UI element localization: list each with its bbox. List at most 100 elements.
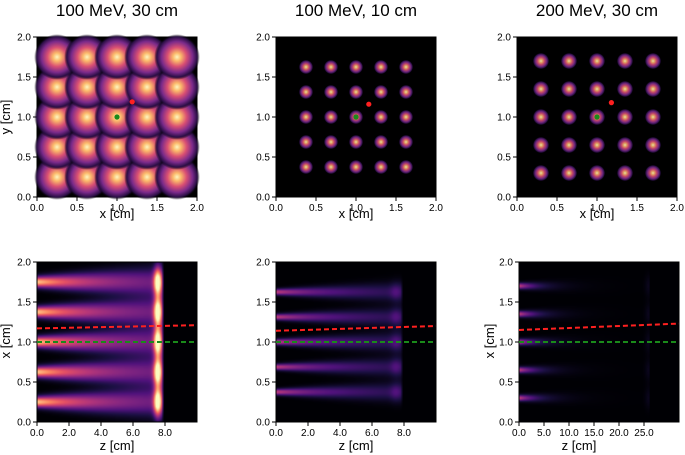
panel-2-beam-spot: [398, 159, 414, 175]
panel-3-beam-spot: [560, 52, 578, 70]
panel-3-xlabel: x [cm]: [580, 206, 615, 221]
panel-6-plot: 0.0 5.0 10.0 15.0 20.0 25.0 0.0 0.5 1.0 1.5 2.0: [499, 258, 680, 439]
panel-2-beam-spot: [373, 134, 389, 150]
panel-2-beam-spot: [323, 109, 339, 125]
panel-2-ytick-label: 1.0: [256, 113, 270, 124]
panel-3-marker: [608, 100, 615, 106]
panel-1-xtick-label: 0.0: [30, 203, 44, 214]
panel-2-beam-spot: [398, 109, 414, 125]
panel-2-beam-spot: [323, 134, 339, 150]
panel-2-beam-spot: [373, 84, 389, 100]
panel-3-beam-spot: [644, 52, 662, 70]
panel-6-xtick-label: 5.0: [537, 428, 551, 439]
panel-2-xtick-label: 2.0: [429, 203, 443, 214]
panel-2-ytick-label: 0.0: [256, 193, 270, 204]
panel-2-beam-spot: [323, 59, 339, 75]
panel-1: 100 MeV, 30 cm 0.0 0.5 1.0 1.5 2.0 0.0 0.5 1.0 1…: [0, 1, 204, 221]
panel-3-beam-spot: [616, 80, 634, 98]
panel-2-beam-spot: [373, 159, 389, 175]
panel-5-xtick-label: 8.0: [397, 428, 411, 439]
panel-2-marker: [353, 114, 359, 120]
panel-3-ytick-label: 0.0: [497, 193, 511, 204]
panel-3: 200 MeV, 30 cm 0.0 0.5 1.0 1.5 2.0 0.0 0.5 1.0 1…: [497, 1, 684, 221]
panel-3-beam-spot: [644, 108, 662, 126]
panel-3-marker: [594, 114, 600, 120]
panel-6-xtick-label: 15.0: [584, 428, 604, 439]
panel-3-xtick-label: 0.0: [510, 203, 524, 214]
panel-2-xtick-label: 1.5: [389, 203, 403, 214]
panel-2: 100 MeV, 10 cm 0.0 0.5 1.0 1.5 2.0 0.0 0.5 1.0 1…: [256, 1, 443, 221]
panel-6-xtick-label: 20.0: [609, 428, 629, 439]
panel-4-ytick-label: 2.0: [17, 258, 31, 269]
panel-2-beam-spot: [298, 134, 314, 150]
panel-3-beam-spot: [616, 108, 634, 126]
panel-3-beam-spot: [560, 80, 578, 98]
panel-1-ytick-label: 2.0: [17, 33, 31, 44]
panel-1-xtick-label: 0.5: [70, 203, 84, 214]
panel-6-ytick-label: 2.0: [499, 258, 513, 269]
panel-4-ytick-label: 0.5: [17, 378, 31, 389]
panel-5-ytick-label: 2.0: [256, 258, 270, 269]
panel-6-ytick-label: 0.5: [499, 378, 513, 389]
panel-2-ytick-label: 1.5: [256, 73, 270, 84]
panel-3-beam-spot: [560, 164, 578, 182]
panel-2-beam-spot: [348, 84, 364, 100]
panel-3-xtick-label: 1.5: [630, 203, 644, 214]
panel-4-plot: 0.0 2.0 4.0 6.0 8.0 0.0 0.5 1.0 1.5 2.0: [17, 258, 198, 439]
panel-2-beam-spot: [398, 59, 414, 75]
panel-4-xtick-label: 2.0: [62, 428, 76, 439]
panel-2-beam-spot: [348, 134, 364, 150]
panel-1-marker: [114, 114, 120, 120]
panel-4-xlabel: z [cm]: [100, 438, 135, 453]
panel-2-xtick-label: 0.0: [269, 203, 283, 214]
panel-1-ytick-label: 0.0: [17, 193, 31, 204]
panel-4-ylabel: x [cm]: [0, 324, 13, 359]
panel-2-beam-spot: [373, 109, 389, 125]
panel-6-ytick-label: 0.0: [499, 418, 513, 429]
panel-1-plot: 0.0 0.5 1.0 1.5 2.0 0.0 0.5 1.0 1.5 2.0: [17, 33, 204, 215]
panel-5-ytick-label: 1.5: [256, 298, 270, 309]
panel-5-xtick-label: 0.0: [269, 428, 283, 439]
panel-3-beam-spot: [588, 164, 606, 182]
panel-3-plot: 0.0 0.5 1.0 1.5 2.0 0.0 0.5 1.0 1.5 2.0: [497, 33, 684, 215]
panel-1-ylabel: y [cm]: [0, 100, 13, 135]
panel-3-beam-spot: [644, 80, 662, 98]
panel-2-title: 100 MeV, 10 cm: [295, 1, 417, 20]
panel-3-beam-spot: [560, 136, 578, 154]
panel-1-xtick-label: 1.5: [150, 203, 164, 214]
panel-3-xtick-label: 0.5: [550, 203, 564, 214]
panel-3-beam-spot: [588, 80, 606, 98]
panel-2-beam-spot: [298, 159, 314, 175]
panel-3-beam-spot: [532, 108, 550, 126]
panel-6-ytick-label: 1.5: [499, 298, 513, 309]
panel-1-ytick-label: 0.5: [17, 153, 31, 164]
panel-5: 0.0 2.0 4.0 6.0 8.0 0.0 0.5 1.0 1.5 2.0 z [cm]: [256, 258, 437, 453]
panel-3-beam-spot: [532, 52, 550, 70]
panel-4-xtick-label: 6.0: [126, 428, 140, 439]
panel-5-ytick-label: 0.5: [256, 378, 270, 389]
panel-2-beam-spot: [398, 84, 414, 100]
panel-6-dashed-line: [518, 322, 680, 331]
panel-2-beam-spot: [348, 59, 364, 75]
panel-2-xtick-label: 0.5: [309, 203, 323, 214]
panel-4-ytick-label: 1.5: [17, 298, 31, 309]
panel-4-ytick-label: 1.0: [17, 338, 31, 349]
panel-4-ytick-label: 0.0: [17, 418, 31, 429]
panel-6-ylabel: x [cm]: [482, 324, 497, 359]
panel-4-xtick-label: 0.0: [30, 428, 44, 439]
panel-3-beam-spot: [616, 52, 634, 70]
panel-1-xlabel: x [cm]: [100, 206, 135, 221]
panel-5-ytick-label: 1.0: [256, 338, 270, 349]
panel-2-ytick-label: 2.0: [256, 33, 270, 44]
panel-2-beam-spot: [298, 109, 314, 125]
panel-4-xtick-label: 8.0: [158, 428, 172, 439]
panel-3-beam-spot: [532, 136, 550, 154]
panel-1-marker: [129, 99, 135, 105]
panel-3-ytick-label: 2.0: [497, 33, 511, 44]
panel-6-xtick-label: 10.0: [559, 428, 579, 439]
panel-3-beam-spot: [644, 164, 662, 182]
panel-5-ytick-label: 0.0: [256, 418, 270, 429]
panel-2-plot: 0.0 0.5 1.0 1.5 2.0 0.0 0.5 1.0 1.5 2.0: [256, 33, 443, 215]
panel-3-beam-spot: [616, 136, 634, 154]
panel-3-xtick-label: 1.0: [590, 203, 604, 214]
